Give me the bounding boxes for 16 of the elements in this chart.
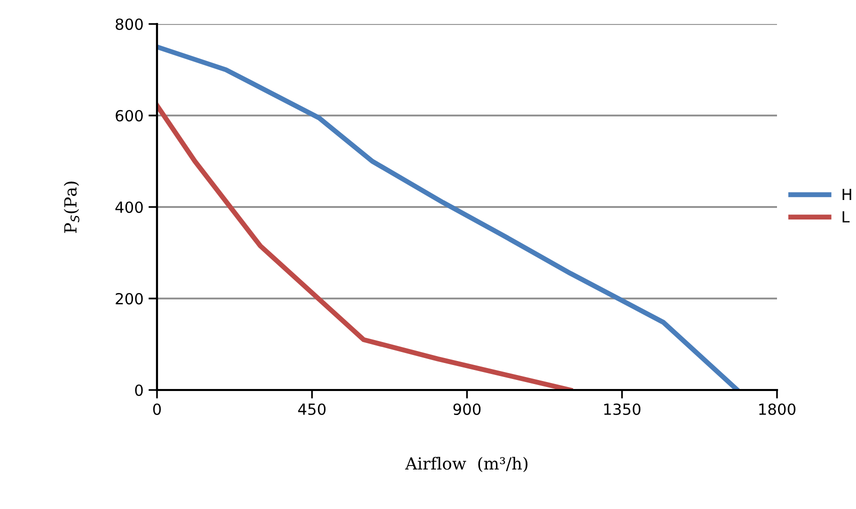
x-tick-label: 0 bbox=[153, 403, 161, 416]
x-tick-label: 900 bbox=[453, 403, 481, 416]
x-tick-label: 1800 bbox=[759, 403, 796, 416]
line-series bbox=[157, 44, 740, 390]
x-tick-label: 450 bbox=[298, 403, 326, 416]
legend-label: L bbox=[842, 211, 850, 222]
y-tick-label: 800 bbox=[116, 18, 143, 30]
y-axis-title: P$_{S}$(Pa) bbox=[64, 182, 80, 233]
y-tick-label: 0 bbox=[135, 384, 143, 396]
line-series bbox=[157, 103, 573, 390]
x-tick-label: 1350 bbox=[604, 403, 640, 416]
y-tick-label: 600 bbox=[116, 110, 143, 122]
x-axis-title: Airflow (m³/h) bbox=[405, 456, 528, 472]
y-tick-label: 200 bbox=[116, 292, 143, 305]
y-tick-label: 400 bbox=[115, 201, 143, 214]
legend-label: H bbox=[842, 188, 852, 200]
